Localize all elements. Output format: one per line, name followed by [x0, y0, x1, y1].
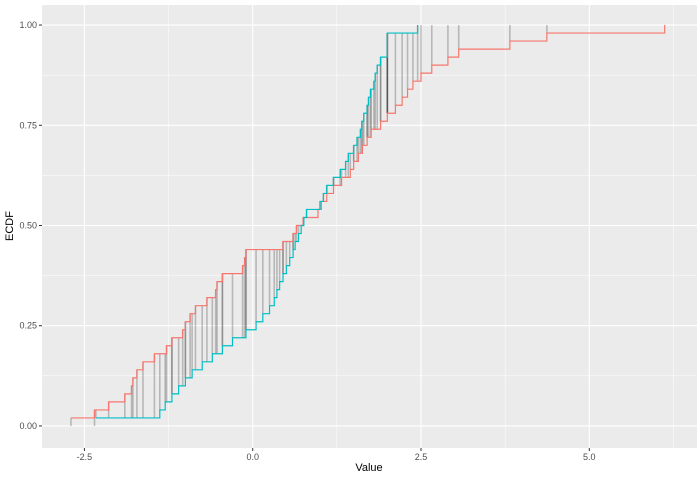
x-axis-label: Value	[355, 462, 382, 474]
x-tick-label: 2.5	[415, 452, 428, 462]
axis-ticks: -2.5 0.0 2.5 5.0 0.00 0.25 0.50 0.75 1.00	[19, 20, 595, 462]
y-tick-label: 0.00	[19, 421, 37, 431]
y-tick-label: 0.25	[19, 321, 37, 331]
y-tick-label: 0.50	[19, 220, 37, 230]
y-axis-label: ECDF	[4, 211, 16, 241]
y-tick-label: 1.00	[19, 20, 37, 30]
difference-segments	[70, 25, 548, 426]
x-tick-label: 5.0	[583, 452, 596, 462]
plot-panel	[42, 5, 697, 448]
x-tick-label: 0.0	[246, 452, 259, 462]
ecdf-line-series-2	[95, 25, 419, 419]
y-tick-label: 0.75	[19, 120, 37, 130]
x-tick-label: -2.5	[77, 452, 93, 462]
ecdf-lines	[70, 25, 666, 419]
